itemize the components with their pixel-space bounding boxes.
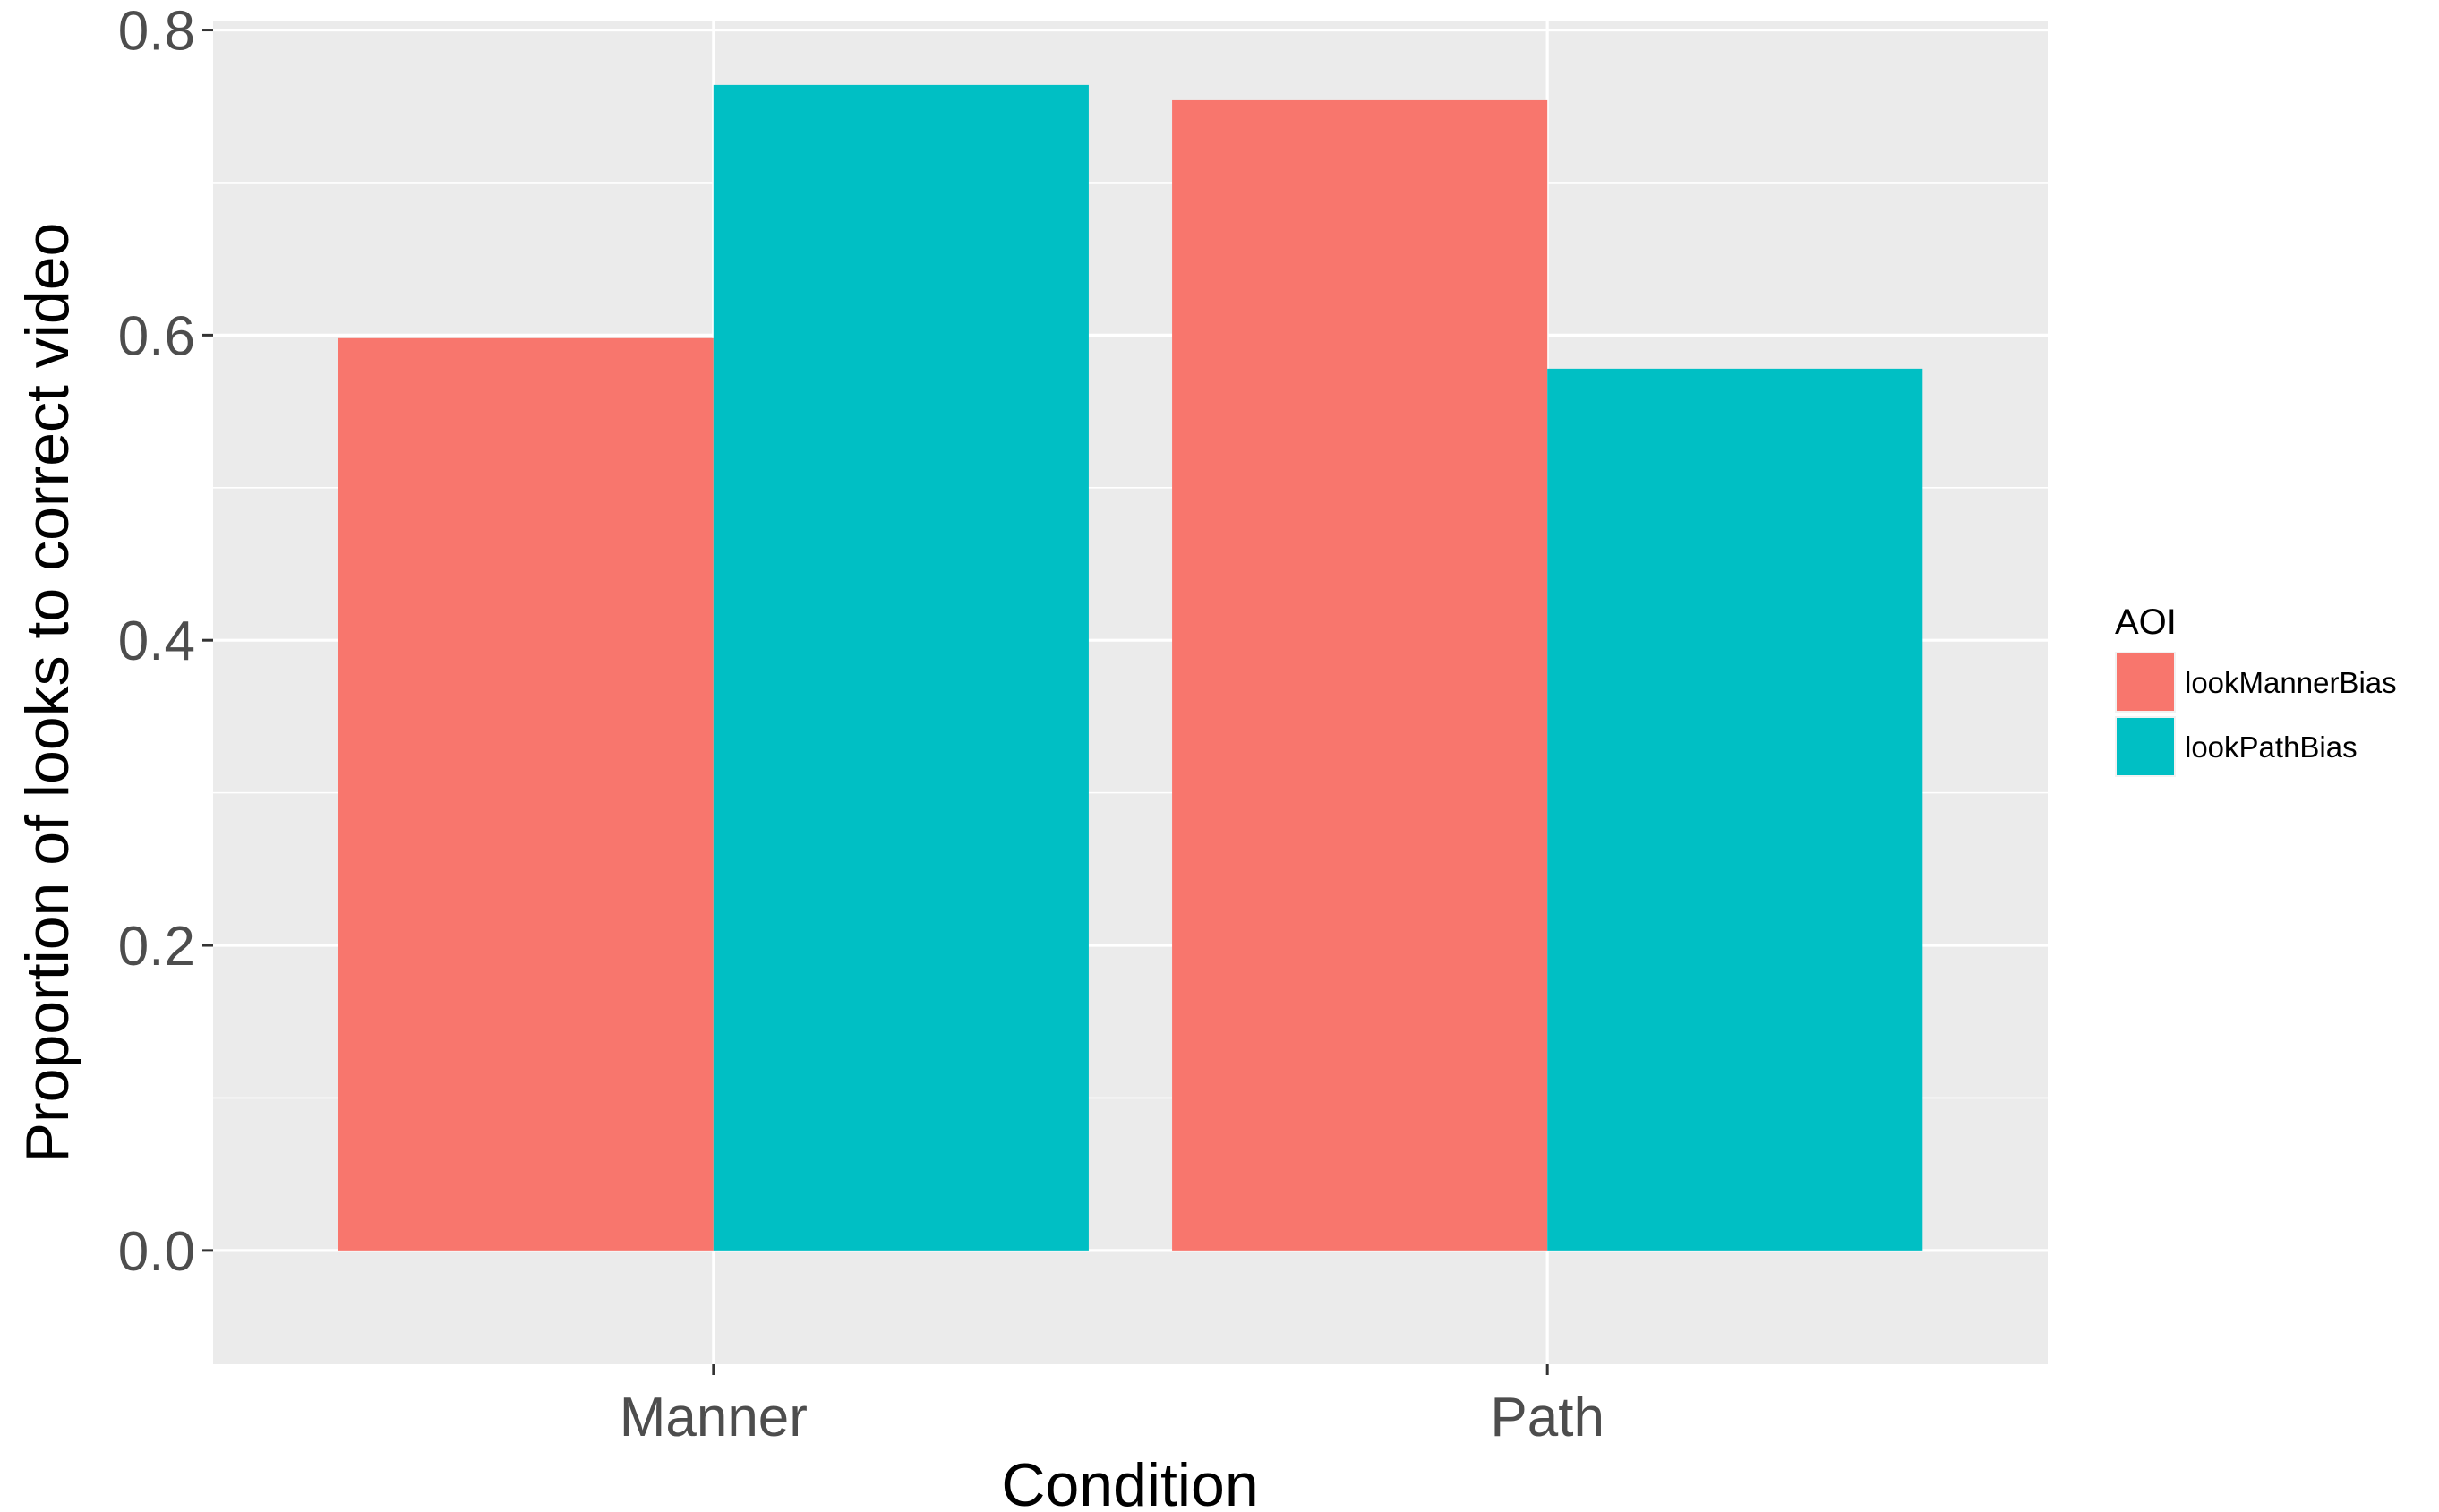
legend-key-lookMannerBias — [2117, 653, 2174, 711]
x-tick-label: Path — [1490, 1387, 1605, 1448]
bar-lookPathBias-path — [1547, 368, 1923, 1251]
bars — [338, 84, 1923, 1251]
legend-key-lookPathBias — [2117, 718, 2174, 775]
y-tick-label: 0.4 — [118, 611, 195, 672]
legend-label: lookMannerBias — [2185, 666, 2397, 699]
bar-lookPathBias-manner — [713, 84, 1089, 1251]
legend-title: AOI — [2115, 602, 2177, 642]
x-tick-label: Manner — [620, 1387, 808, 1448]
bar-lookMannerBias-manner — [338, 337, 714, 1251]
y-tick-label: 0.6 — [118, 305, 195, 367]
bar-lookMannerBias-path — [1172, 99, 1548, 1251]
x-axis-title: Condition — [1001, 1451, 1258, 1508]
y-tick-label: 0.2 — [118, 916, 195, 978]
y-tick-label: 0.8 — [118, 1, 195, 63]
y-tick-label: 0.0 — [118, 1221, 195, 1283]
legend-label: lookPathBias — [2185, 730, 2358, 764]
x-axis: Manner Path — [620, 1364, 1605, 1448]
y-axis: 0.0 0.2 0.4 0.6 0.8 — [118, 1, 213, 1283]
y-axis-title: Proportion of looks to correct video — [13, 223, 81, 1164]
legend: AOI lookMannerBias lookPathBias — [2115, 602, 2397, 777]
